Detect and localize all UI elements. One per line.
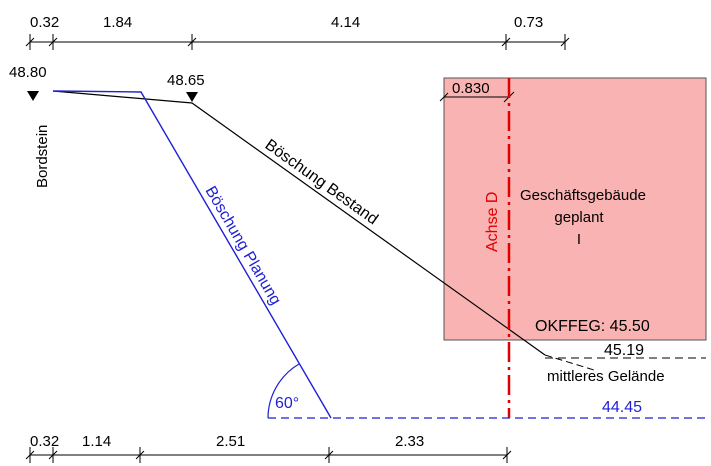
angle-label: 60° <box>275 395 299 412</box>
existing-slope-line <box>52 90 546 356</box>
svg-text:48.80: 48.80 <box>9 64 47 81</box>
building-label-line1: Geschäftsgebäude <box>520 187 646 204</box>
okffeg-label: OKFFEG: 45.50 <box>535 318 650 335</box>
building-label-line3: I <box>577 231 581 248</box>
offset-dim-label: 0.830 <box>452 80 490 97</box>
bordstein-label: Bordstein <box>34 125 51 188</box>
bottom-dim-1: 0.32 <box>30 433 59 450</box>
svg-text:48.65: 48.65 <box>167 72 205 89</box>
existing-slope-extension <box>544 354 595 371</box>
building-label-line2: geplant <box>554 209 604 226</box>
building-block <box>443 77 707 341</box>
axis-d-label: Achse D <box>484 192 501 252</box>
angle-arc <box>267 363 300 419</box>
top-dim-1: 0.32 <box>30 14 59 31</box>
planned-toe-elevation: 44.45 <box>602 399 642 416</box>
planned-slope-line <box>52 90 332 419</box>
mean-ground-label: mittleres Gelände <box>547 368 665 385</box>
top-dim-3: 4.14 <box>331 14 360 31</box>
elevation-mark-bordstein: 48.80 <box>9 64 47 101</box>
top-dim-4: 0.73 <box>514 14 543 31</box>
bottom-dim-3: 2.51 <box>216 433 245 450</box>
existing-slope-label: Böschung Bestand <box>262 136 381 228</box>
elevation-triangle-icon <box>186 92 198 102</box>
bottom-dim-4: 2.33 <box>395 433 424 450</box>
top-dim-2: 1.84 <box>103 14 132 31</box>
elevation-triangle-icon <box>27 91 39 101</box>
mean-ground-elevation: 45.19 <box>604 342 644 359</box>
bottom-dim-2: 1.14 <box>82 433 111 450</box>
bottom-dimension-chain: 0.32 1.14 2.51 2.33 <box>25 433 512 463</box>
elevation-mark-existing: 48.65 <box>167 72 205 102</box>
planned-slope-label: Böschung Planung <box>202 183 284 308</box>
top-dimension-chain: 0.32 1.84 4.14 0.73 <box>25 14 570 50</box>
